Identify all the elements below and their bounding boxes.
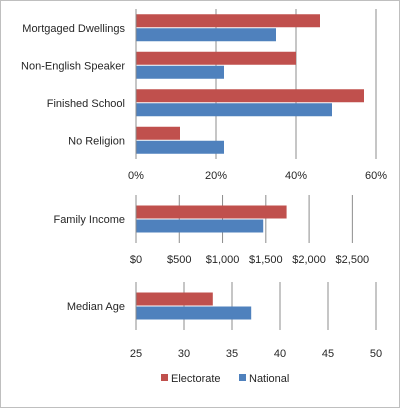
panel-median-age: Median Age 25 30 35 40 45 50 — [67, 282, 382, 360]
legend-label-electorate: Electorate — [171, 373, 221, 385]
category-label-finished-school: Finished School — [47, 98, 125, 110]
tick-label-0: 0% — [128, 170, 144, 182]
tick-label-30: 30 — [178, 348, 190, 360]
tick-label-1-500: $1,500 — [249, 254, 283, 266]
tick-label-45: 45 — [322, 348, 334, 360]
category-label-mortgaged-dwellings: Mortgaged Dwellings — [22, 23, 125, 35]
bar-median-age-electorate — [136, 292, 213, 306]
bar-mortgaged-dwellings-electorate — [136, 14, 320, 28]
tick-label-40: 40% — [285, 170, 307, 182]
bar-no-religion-electorate — [136, 126, 180, 140]
tick-label-0: $0 — [130, 254, 142, 266]
tick-label-1-000: $1,000 — [206, 254, 240, 266]
legend: Electorate National — [161, 373, 289, 385]
legend-label-national: National — [249, 373, 289, 385]
panel-family-income: Family Income $0 $500 $1,000 $1,500 $2,000 $2,… — [53, 195, 369, 266]
tick-label-20: 20% — [205, 170, 227, 182]
tick-label-60: 60% — [365, 170, 387, 182]
category-label-family-income: Family Income — [53, 214, 125, 226]
legend-swatch-national — [239, 374, 246, 381]
bar-finished-school-national — [136, 103, 332, 117]
tick-label-35: 35 — [226, 348, 238, 360]
tick-label-25: 25 — [130, 348, 142, 360]
bar-family-income-national — [136, 219, 264, 233]
bar-non-english-speaker-national — [136, 65, 224, 79]
bar-finished-school-electorate — [136, 89, 364, 103]
tick-label-40: 40 — [274, 348, 286, 360]
tick-label-50: 50 — [370, 348, 382, 360]
category-label-non-english-speaker: Non-English Speaker — [21, 60, 125, 72]
tick-label-2-000: $2,000 — [292, 254, 326, 266]
category-label-median-age: Median Age — [67, 301, 125, 313]
panel-demographics: Mortgaged Dwellings Non-English Speaker Fi… — [21, 9, 387, 182]
bar-median-age-national — [136, 306, 252, 320]
bar-no-religion-national — [136, 140, 224, 154]
tick-label-2-500: $2,500 — [336, 254, 370, 266]
bar-non-english-speaker-electorate — [136, 51, 296, 65]
bar-family-income-electorate — [136, 205, 287, 219]
bar-mortgaged-dwellings-national — [136, 28, 276, 42]
category-label-no-religion: No Religion — [68, 135, 125, 147]
legend-swatch-electorate — [161, 374, 168, 381]
tick-label-500: $500 — [167, 254, 191, 266]
